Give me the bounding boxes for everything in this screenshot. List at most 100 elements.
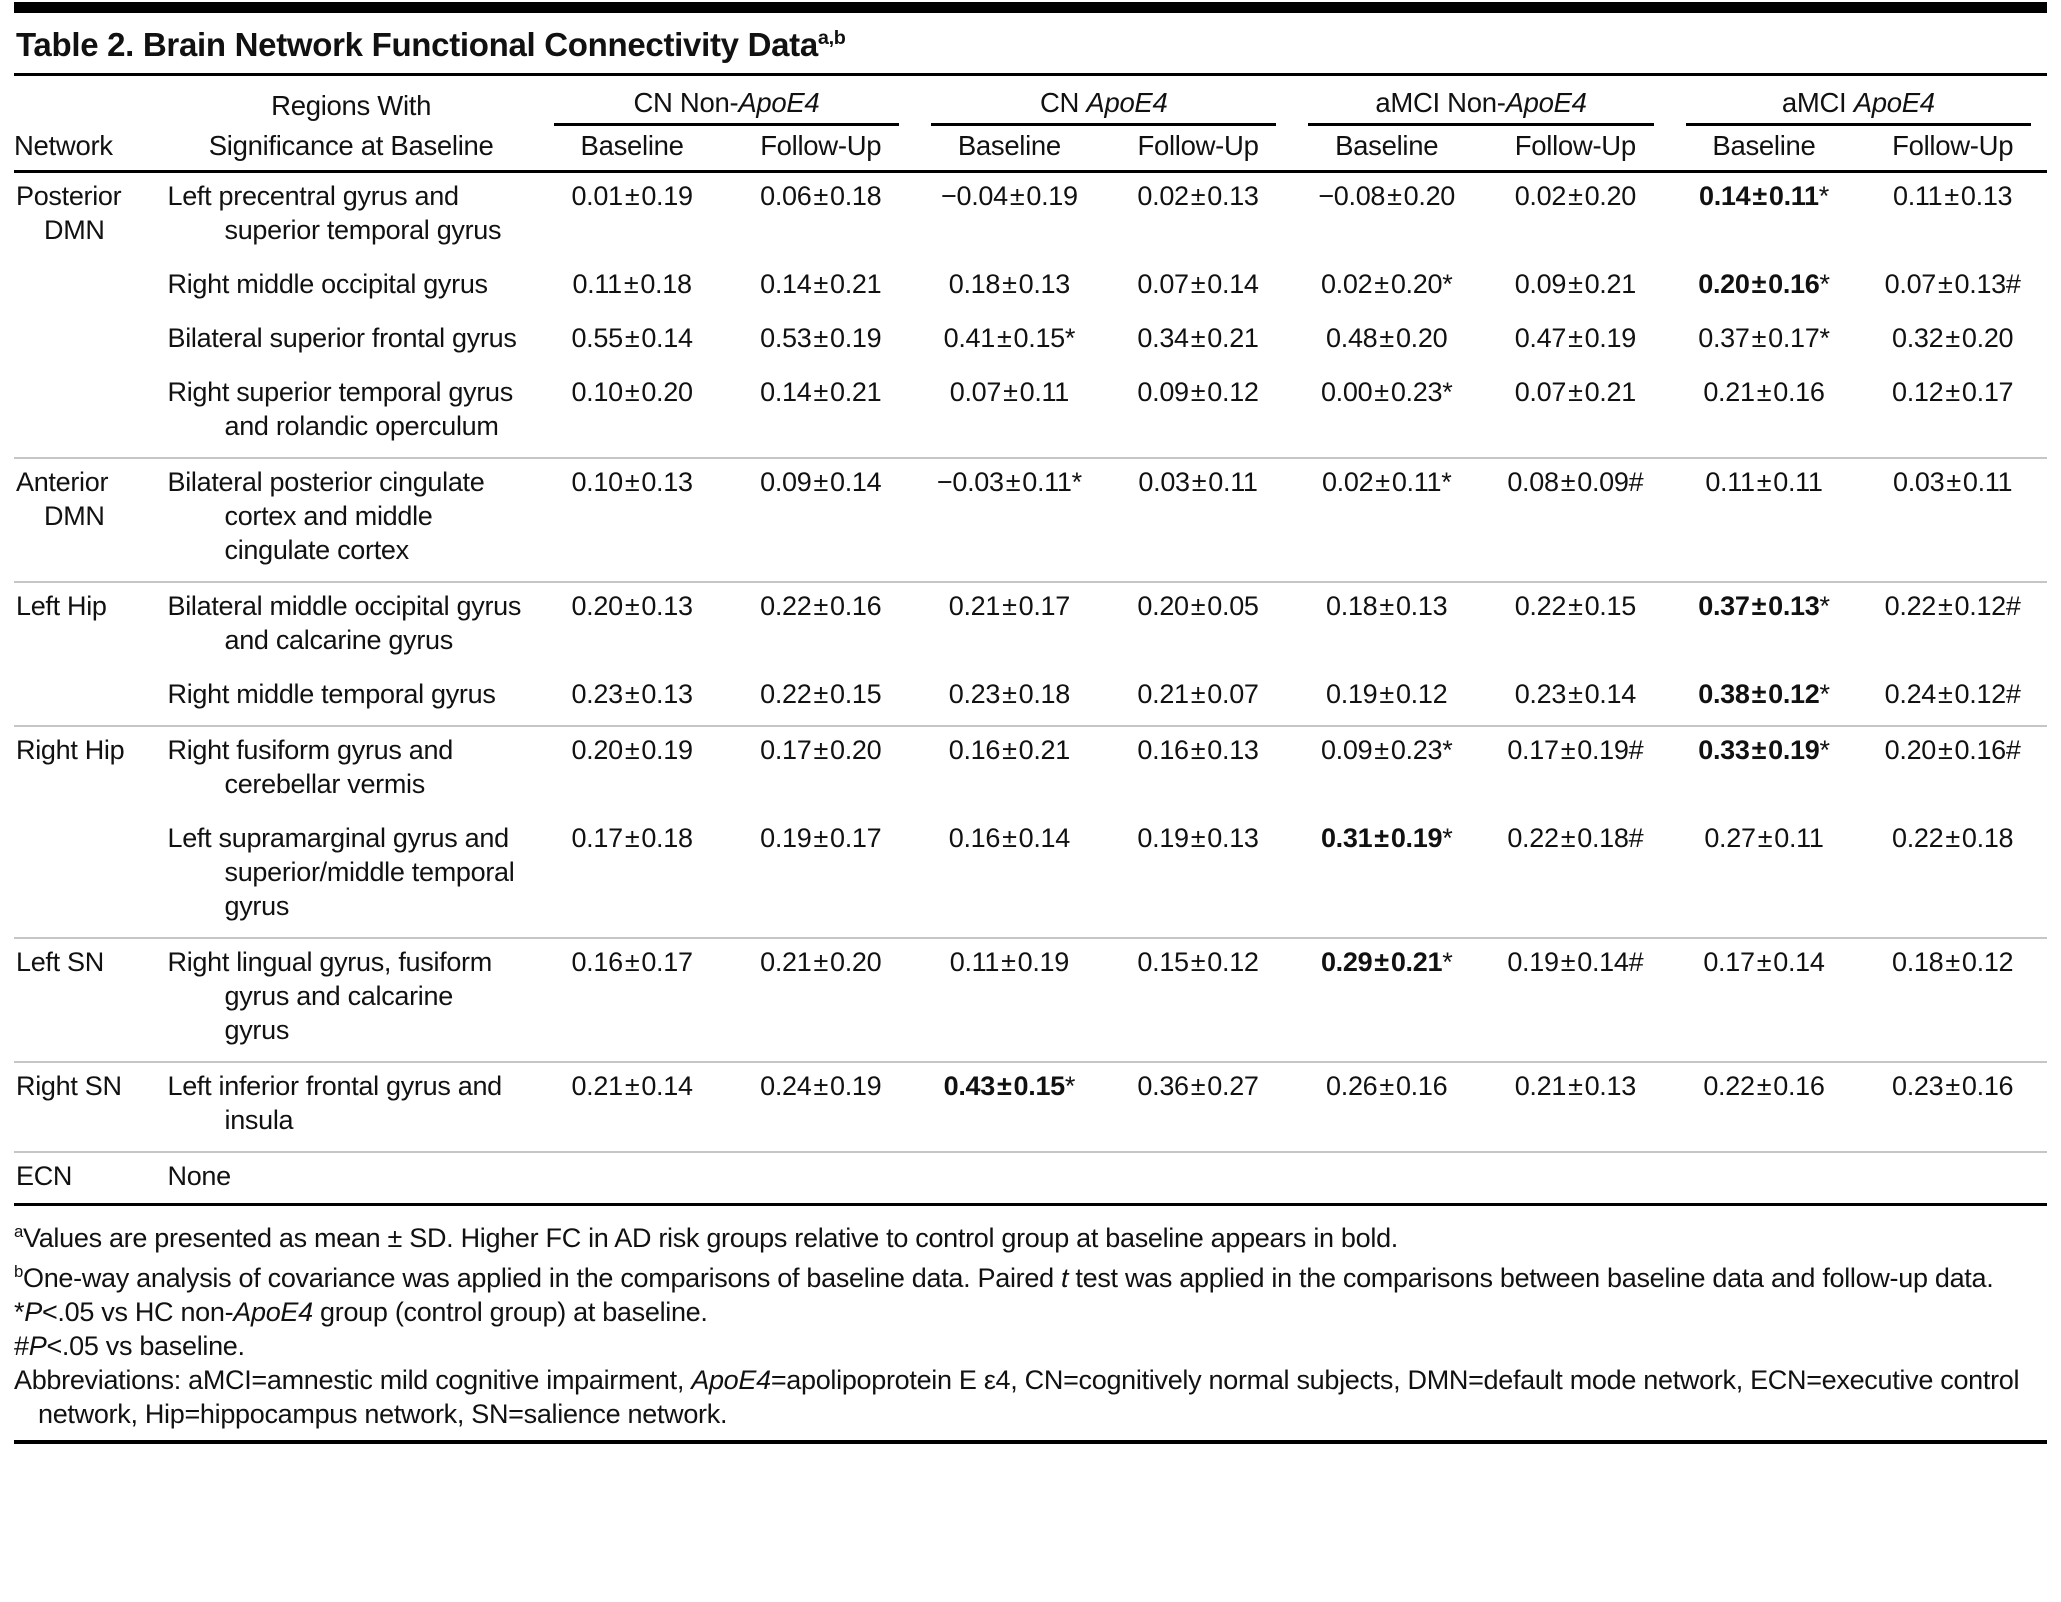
table-row: Right middle occipital gyrus 0.11±0.18 0.1… — [14, 261, 2047, 315]
value-text: 0.27 — [1207, 1071, 1259, 1101]
value-text: 0.14 — [1207, 269, 1259, 299]
regions-header-line2: Significance at Baseline — [164, 126, 538, 173]
network-cell: Left Hip — [14, 581, 165, 671]
value-text: ± — [624, 1071, 640, 1101]
value-text: ± — [1946, 467, 1961, 497]
value-cell — [915, 1151, 1104, 1206]
value-text: 0.20 — [571, 735, 623, 765]
value-text: ± — [1190, 591, 1206, 621]
value-text: 0.10 — [571, 377, 623, 407]
value-text: 0.14 — [760, 377, 812, 407]
value-cell: 0.33±0.19* — [1669, 725, 1859, 815]
value-text: 0.12 — [1954, 679, 2007, 709]
value-text: 0.19 — [1390, 823, 1443, 853]
region-cell: None — [164, 1151, 538, 1206]
value-text: ± — [813, 823, 828, 853]
significance-marker: * — [1818, 181, 1830, 211]
table-row: Left SN Right lingual gyrus, fusiform gyr… — [14, 937, 2047, 1062]
value-text: −0.04 — [941, 181, 1008, 211]
significance-marker: # — [2005, 679, 2021, 709]
value-text: 0.07 — [1207, 679, 1259, 709]
value-text: 0.20 — [571, 591, 623, 621]
value-cell: 0.09±0.21 — [1481, 261, 1670, 315]
value-text: ± — [813, 679, 828, 709]
value-text: 0.02 — [1321, 467, 1374, 497]
value-text: ± — [1190, 735, 1206, 765]
value-text: 0.33 — [1698, 735, 1750, 765]
value-text: 0.08 — [1507, 467, 1559, 497]
value-text: 0.16 — [1954, 735, 2007, 765]
region-cell: Right fusiform gyrus and cerebellar verm… — [164, 725, 538, 815]
group-header-label: aMCI ApoE4 — [1685, 86, 2031, 126]
value-text: 0.14 — [641, 323, 693, 353]
value-text: 0.19 — [641, 735, 693, 765]
value-text: ± — [1005, 467, 1021, 497]
significance-marker: # — [2005, 591, 2021, 621]
value-text: ± — [1752, 181, 1767, 211]
value-text: ± — [1945, 323, 1960, 353]
table-row: Left Hip Bilateral middle occipital gyrus… — [14, 581, 2047, 671]
significance-marker: # — [1628, 467, 1644, 497]
value-text: 0.20 — [830, 735, 882, 765]
value-text: 0.32 — [1892, 323, 1944, 353]
value-text: 0.16 — [1395, 1071, 1448, 1101]
value-cell: 0.06±0.18 — [726, 172, 915, 262]
value-cell: 0.20±0.13 — [537, 581, 727, 671]
significance-marker: * — [1819, 269, 1830, 299]
value-cell — [1292, 1151, 1481, 1206]
table-row: Right superior temporal gyrus and roland… — [14, 369, 2047, 458]
value-text: 0.23 — [1390, 735, 1443, 765]
value-text: 0.01 — [571, 181, 623, 211]
value-cell: 0.07±0.13# — [1858, 261, 2047, 315]
table-row: Right SN Left inferior frontal gyrus and … — [14, 1061, 2047, 1152]
value-text: ± — [1568, 181, 1583, 211]
value-text: 0.20 — [1884, 735, 1937, 765]
value-cell: 0.18±0.13 — [915, 261, 1104, 315]
title-rule — [14, 73, 2047, 76]
value-text: 0.22 — [760, 679, 812, 709]
value-text: 0.13 — [1207, 823, 1259, 853]
value-text: 0.18 — [1326, 591, 1378, 621]
value-cell: 0.11±0.19 — [915, 937, 1104, 1062]
value-text: 0.18 — [640, 269, 692, 299]
superscript-marker: b — [14, 1262, 24, 1281]
significance-marker: * — [1442, 735, 1453, 765]
group-header-4: aMCI ApoE4 — [1670, 76, 2047, 126]
value-text: ± — [624, 947, 640, 977]
group-header-label: aMCI Non-ApoE4 — [1308, 86, 1654, 126]
value-text: 0.19 — [1017, 947, 1070, 977]
value-cell: 0.24±0.19 — [726, 1061, 916, 1152]
network-cell — [14, 671, 165, 726]
value-text: 0.18 — [1018, 679, 1071, 709]
value-text: ± — [1001, 947, 1016, 977]
value-cell: 0.11±0.13 — [1858, 172, 2047, 262]
region-cell: Right superior temporal gyrus and roland… — [167, 377, 514, 441]
value-cell: 0.11±0.11 — [1669, 457, 1859, 582]
value-text: ± — [1568, 269, 1583, 299]
value-text: 0.48 — [1326, 323, 1378, 353]
value-text: ± — [813, 947, 828, 977]
italic-text: ApoE4 — [738, 87, 820, 118]
value-cell: 0.15±0.12 — [1103, 937, 1293, 1062]
value-text: 0.11 — [1208, 467, 1258, 497]
text-run: =apolipoprotein E ε4, CN=cognitively nor… — [38, 1365, 2020, 1429]
italic-text: P — [24, 1297, 42, 1327]
value-cell: 0.19±0.14# — [1481, 937, 1670, 1062]
text-run: aMCI — [1781, 87, 1854, 118]
value-text: 0.18 — [830, 181, 882, 211]
text-run: CN — [1039, 87, 1087, 118]
value-cell: 0.27±0.11 — [1670, 815, 1859, 938]
value-text: 0.23 — [571, 679, 623, 709]
value-text: 0.14 — [1018, 823, 1071, 853]
text-run: Abbreviations: aMCI=amnestic mild cognit… — [14, 1365, 692, 1395]
value-text: 0.14 — [1584, 679, 1637, 709]
value-cell: 0.02±0.11* — [1292, 457, 1481, 582]
value-text: ± — [997, 323, 1012, 353]
significance-marker: * — [1071, 467, 1083, 497]
value-text: 0.22 — [1507, 823, 1559, 853]
value-text: 0.19 — [1577, 735, 1629, 765]
value-text: 0.20 — [1584, 181, 1637, 211]
value-cell: 0.14±0.21 — [726, 369, 915, 458]
value-text: 0.12 — [1954, 591, 2007, 621]
value-text: 0.20 — [1395, 323, 1448, 353]
